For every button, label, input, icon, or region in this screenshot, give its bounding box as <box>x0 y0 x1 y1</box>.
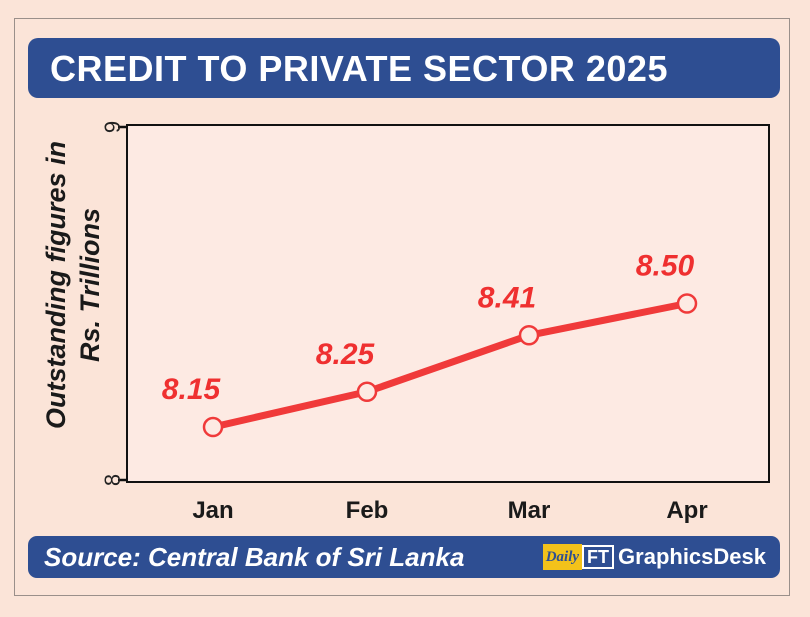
y-tick-label: 8 <box>100 474 125 486</box>
data-label: 8.50 <box>636 250 695 283</box>
x-tick-label: Apr <box>666 497 707 524</box>
chart-title: CREDIT TO PRIVATE SECTOR 2025 <box>50 48 668 89</box>
source-banner: Source: Central Bank of Sri Lanka Daily … <box>28 536 780 578</box>
data-label: 8.41 <box>478 281 536 314</box>
y-tick-label: 9 <box>100 121 125 133</box>
data-point <box>202 416 224 438</box>
logo-ft-text: FT <box>582 545 615 569</box>
data-label: 8.15 <box>162 373 222 406</box>
title-banner: CREDIT TO PRIVATE SECTOR 2025 <box>28 38 780 98</box>
data-point <box>518 325 540 346</box>
data-point <box>676 293 698 314</box>
chart-frame <box>14 18 790 596</box>
x-tick-label: Jan <box>192 497 233 524</box>
logo-daily-text: Daily <box>542 544 583 570</box>
dailyft-logo: Daily FT <box>542 544 615 570</box>
x-tick-label: Feb <box>346 497 389 524</box>
data-point <box>356 381 378 402</box>
source-text: Source: Central Bank of Sri Lanka <box>44 542 465 572</box>
data-label: 8.25 <box>316 338 376 371</box>
x-tick-label: Mar <box>508 497 551 524</box>
series-line <box>209 300 691 431</box>
brand: Daily FT GraphicsDesk <box>542 542 766 572</box>
brand-name: GraphicsDesk <box>618 544 766 569</box>
